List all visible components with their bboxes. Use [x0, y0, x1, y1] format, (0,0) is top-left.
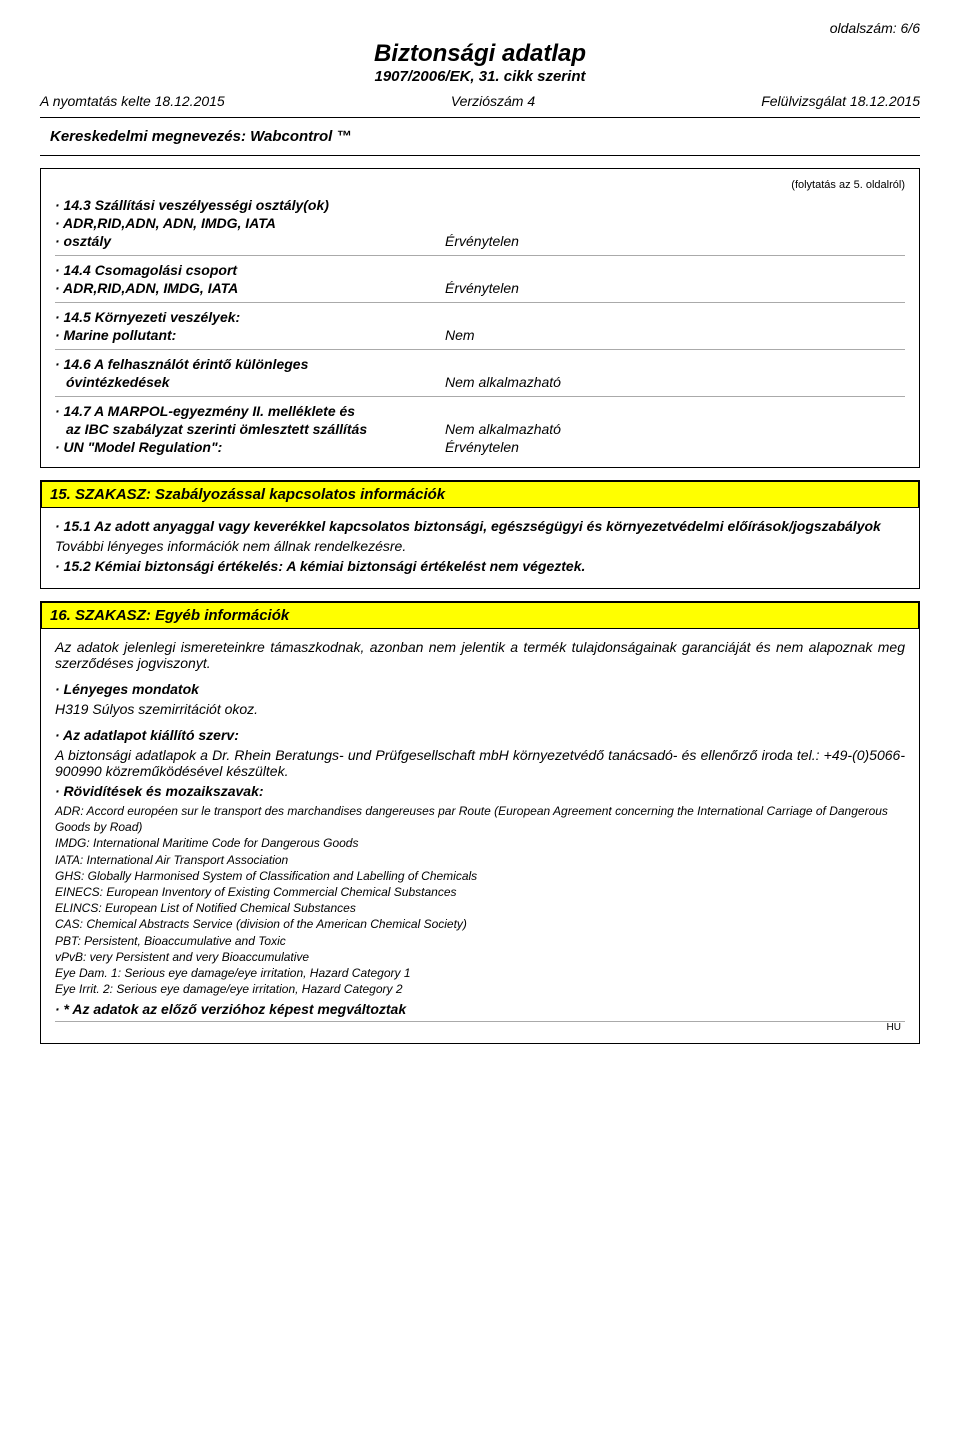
continuation-note: (folytatás az 5. oldalról): [55, 179, 905, 191]
s146-value: Nem alkalmazható: [445, 374, 561, 390]
sub-divider: [55, 396, 905, 397]
s16-issuer: A biztonsági adatlapok a Dr. Rhein Berat…: [55, 747, 905, 779]
sub-divider: [55, 349, 905, 350]
s16-phrases-title: · Lényeges mondatok: [55, 681, 905, 697]
s145-title: · 14.5 Környezeti veszélyek:: [55, 309, 445, 325]
document-title: Biztonsági adatlap: [40, 40, 920, 68]
s143-title: · 14.3 Szállítási veszélyességi osztály(…: [55, 197, 445, 213]
s143-class-label: · osztály: [55, 233, 445, 249]
divider: [40, 117, 920, 118]
s147-value: Nem alkalmazható: [445, 421, 561, 437]
sub-divider: [55, 302, 905, 303]
s146-title: · 14.6 A felhasználót érintő különleges: [55, 356, 445, 372]
s145-sub: · Marine pollutant:: [55, 327, 445, 343]
s16-phrases: H319 Súlyos szemirritációt okoz.: [55, 701, 905, 717]
s147-title: · 14.7 A MARPOL-egyezmény II. melléklete…: [55, 403, 355, 419]
section-14-box: (folytatás az 5. oldalról) · 14.3 Szállí…: [40, 168, 920, 468]
s146-sub: óvintézkedések: [55, 374, 445, 390]
un-model-label: · UN "Model Regulation":: [55, 439, 445, 455]
s144-value: Érvénytelen: [445, 280, 519, 296]
section-16-box: 16. SZAKASZ: Egyéb információk Az adatok…: [40, 601, 920, 1044]
s16-intro: Az adatok jelenlegi ismereteinkre támasz…: [55, 639, 905, 671]
s16-changed: · * Az adatok az előző verzióhoz képest …: [55, 1001, 905, 1017]
divider: [40, 155, 920, 156]
s15-2: · 15.2 Kémiai biztonsági értékelés: A ké…: [55, 558, 905, 574]
section-16-header: 16. SZAKASZ: Egyéb információk: [41, 602, 919, 629]
s143-sub: · ADR,RID,ADN, ADN, IMDG, IATA: [55, 215, 445, 231]
s16-issuer-title: · Az adatlapot kiállító szerv:: [55, 727, 905, 743]
hu-tag: HU: [55, 1021, 905, 1033]
document-subtitle: 1907/2006/EK, 31. cikk szerint: [40, 68, 920, 85]
print-date: A nyomtatás kelte 18.12.2015: [40, 93, 225, 109]
header-row: A nyomtatás kelte 18.12.2015 Verziószám …: [40, 93, 920, 109]
revision-date: Felülvizsgálat 18.12.2015: [761, 93, 920, 109]
un-model-value: Érvénytelen: [445, 439, 519, 455]
section-15-header: 15. SZAKASZ: Szabályozással kapcsolatos …: [41, 481, 919, 508]
s145-value: Nem: [445, 327, 475, 343]
section-15-box: 15. SZAKASZ: Szabályozással kapcsolatos …: [40, 480, 920, 589]
page-number: oldalszám: 6/6: [40, 20, 920, 36]
s147-sub: az IBC szabályzat szerinti ömlesztett sz…: [55, 421, 445, 437]
s143-value: Érvénytelen: [445, 233, 519, 249]
commercial-name: Kereskedelmi megnevezés: Wabcontrol ™: [40, 122, 920, 151]
s16-abbrev-list: ADR: Accord européen sur le transport de…: [55, 803, 905, 997]
sub-divider: [55, 255, 905, 256]
s15-1-body: További lényeges információk nem állnak …: [55, 538, 905, 554]
s15-1-title: · 15.1 Az adott anyaggal vagy keverékkel…: [55, 518, 905, 534]
s144-sub: · ADR,RID,ADN, IMDG, IATA: [55, 280, 445, 296]
s15-2-text: · 15.2 Kémiai biztonsági értékelés: A ké…: [55, 558, 585, 574]
version-number: Verziószám 4: [451, 93, 535, 109]
s16-abbrev-title: · Rövidítések és mozaikszavak:: [55, 783, 905, 799]
s144-title: · 14.4 Csomagolási csoport: [55, 262, 445, 278]
